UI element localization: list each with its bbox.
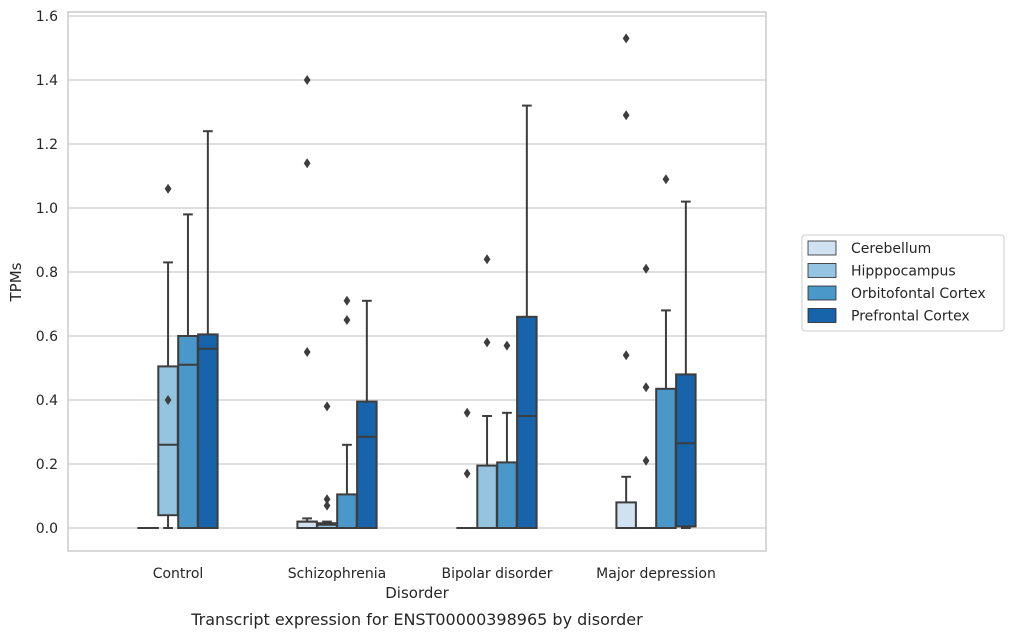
- outlier-point: [483, 254, 491, 265]
- outlier-point: [622, 110, 630, 121]
- legend-frame: [801, 234, 1005, 332]
- box-iqr: [336, 493, 358, 529]
- legend-label: Orbitofontal Cortex: [851, 286, 986, 302]
- box-iqr: [496, 461, 518, 529]
- outlier-point: [323, 401, 331, 412]
- outlier-point: [483, 337, 491, 348]
- box-orbitofontal-cortex: [655, 174, 677, 529]
- box-iqr: [615, 501, 637, 529]
- y-tick-label: 0.8: [36, 265, 58, 281]
- outlier-point: [463, 468, 471, 479]
- y-tick-label: 1.2: [36, 137, 58, 153]
- x-axis-ticks: Control Schizophrenia Bipolar disorder Majo…: [153, 566, 716, 582]
- box-iqr: [675, 373, 697, 528]
- y-tick-label: 0.0: [36, 521, 58, 537]
- legend: Cerebellum Hipppocampus Orbitofontal Corte…: [801, 234, 1005, 332]
- box-prefrontal-cortex: [197, 130, 219, 529]
- x-tick-label: Schizophrenia: [288, 566, 386, 582]
- x-tick-label: Bipolar disorder: [441, 566, 552, 582]
- outlier-point: [164, 183, 172, 194]
- outlier-point: [323, 500, 331, 511]
- box-iqr: [476, 464, 498, 530]
- outlier-point: [463, 407, 471, 418]
- legend-label: Hipppocampus: [851, 264, 956, 280]
- outlier-point: [642, 382, 650, 393]
- box-hipppocampus: [635, 263, 657, 530]
- y-tick-label: 0.6: [36, 329, 58, 345]
- outlier-point: [642, 455, 650, 466]
- box-iqr: [157, 365, 179, 517]
- box-iqr: [197, 333, 219, 529]
- box-prefrontal-cortex: [356, 299, 378, 530]
- box-hipppocampus: [316, 401, 338, 530]
- outlier-point: [662, 174, 670, 185]
- legend-swatch: [807, 240, 837, 256]
- outlier-point: [303, 347, 311, 357]
- outlier-point: [303, 158, 311, 169]
- chart-caption: Transcript expression for ENST0000039896…: [190, 610, 643, 629]
- box-cerebellum: [615, 33, 637, 529]
- outlier-point: [622, 350, 630, 361]
- outlier-point: [343, 315, 351, 325]
- box-prefrontal-cortex: [675, 200, 697, 529]
- outlier-point: [503, 340, 511, 351]
- x-axis-title: Disorder: [385, 584, 449, 602]
- box-hipppocampus: [157, 183, 179, 529]
- outlier-point: [622, 33, 630, 44]
- legend-label: Prefrontal Cortex: [851, 309, 970, 325]
- legend-label: Cerebellum: [851, 241, 931, 257]
- y-axis-title: TPMs: [7, 262, 25, 302]
- box-series: [137, 33, 697, 530]
- outlier-point: [323, 494, 331, 505]
- outlier-point: [303, 75, 311, 85]
- box-iqr: [655, 387, 677, 529]
- box-iqr: [516, 315, 538, 529]
- legend-swatch: [807, 263, 837, 278]
- box-iqr: [356, 400, 378, 530]
- y-tick-label: 1.0: [36, 201, 58, 217]
- box-prefrontal-cortex: [516, 104, 538, 529]
- legend-swatch: [807, 308, 837, 323]
- y-tick-label: 0.2: [36, 457, 58, 473]
- x-tick-label: Major depression: [596, 566, 716, 582]
- outlier-point: [343, 295, 351, 306]
- y-axis-ticks: 0.0 0.2 0.4 0.6 0.8 1.0 1.2 1.4 1.6: [36, 9, 58, 537]
- legend-swatch: [807, 285, 837, 301]
- outlier-point: [642, 263, 650, 274]
- y-tick-label: 1.6: [36, 9, 58, 25]
- outlier-point: [164, 395, 172, 405]
- box-cerebellum: [456, 407, 478, 530]
- x-tick-label: Control: [153, 566, 204, 582]
- y-tick-label: 1.4: [36, 73, 58, 89]
- y-tick-label: 0.4: [36, 393, 58, 409]
